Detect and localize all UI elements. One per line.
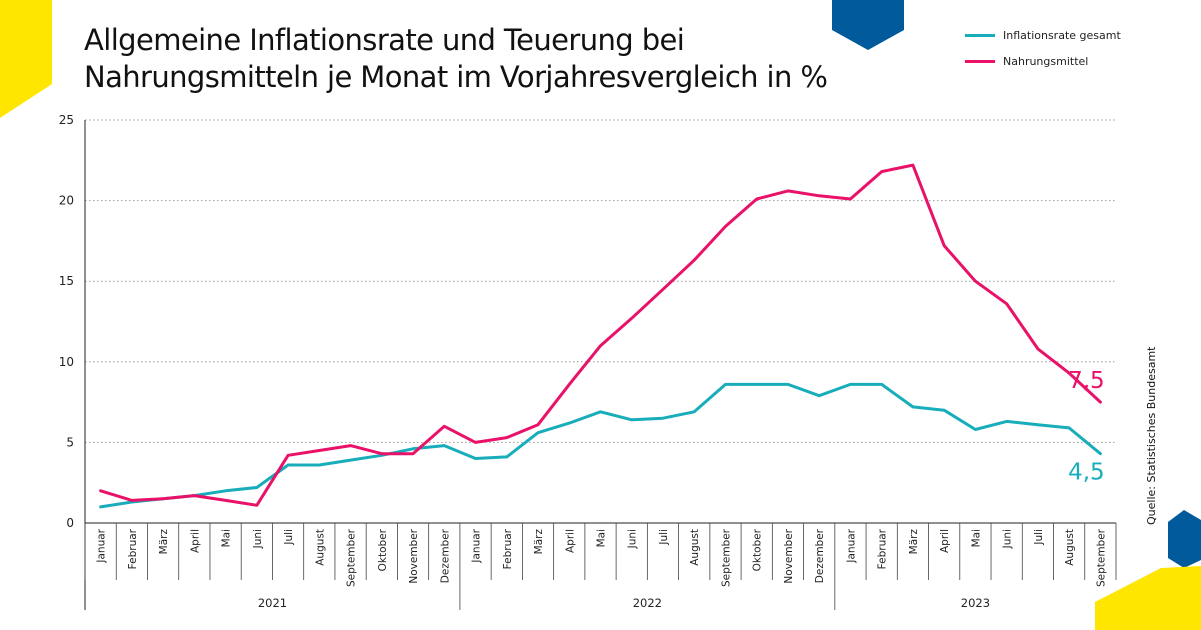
month-label: Januar [96,528,108,563]
month-label: Oktober [752,528,764,571]
y-tick-label: 25 [59,113,74,127]
blue-shape-top [832,0,904,50]
source-note: Quelle: Statistisches Bundesamt [1145,346,1158,525]
month-label: Februar [502,528,514,569]
month-label: November [408,528,420,583]
month-label: Juli [283,529,295,546]
month-label: Januar [845,528,857,563]
month-label: August [314,529,326,566]
month-label: September [720,528,732,587]
month-label: Februar [877,528,889,569]
legend-item-inflation: Inflationsrate gesamt [965,22,1121,48]
month-label: Januar [471,528,483,563]
y-tick-label: 5 [66,435,74,449]
month-label: Mai [596,529,608,547]
month-label: Juni [252,529,264,549]
legend-swatch-food [965,59,995,63]
month-label: März [908,529,920,555]
legend-swatch-inflation [965,33,995,37]
month-label: Dezember [814,528,826,583]
year-label: 2021 [258,596,287,610]
month-label: April [939,529,951,553]
month-label: Juli [658,529,670,546]
month-label: April [564,529,576,553]
month-label: April [189,529,201,553]
month-label: Dezember [439,528,451,583]
month-label: September [346,528,358,587]
chart-title: Allgemeine Inflationsrate und Teuerung b… [84,23,828,94]
legend-label-food: Nahrungsmittel [1003,54,1089,68]
month-label: Juli [1033,529,1045,546]
month-label: März [158,529,170,555]
yellow-corner-top-left [0,0,52,118]
end-value-label-food: 7,5 [1068,368,1105,394]
blue-hexagon-right [1168,510,1201,568]
y-tick-label: 15 [59,274,74,288]
yellow-corner-bottom-right [1095,566,1201,630]
month-label: Februar [127,528,139,569]
month-label: November [783,528,795,583]
month-label: August [689,529,701,566]
series-line-food [99,163,1102,507]
month-label: August [1064,529,1076,566]
y-tick-label: 20 [59,194,74,208]
year-label: 2023 [961,596,990,610]
month-label: Mai [221,529,233,547]
y-tick-label: 10 [59,355,74,369]
legend: Inflationsrate gesamt Nahrungsmittel [965,22,1121,74]
year-label: 2022 [633,596,662,610]
end-value-label-inflation: 4,5 [1068,460,1105,486]
series-line-inflation [99,382,1102,509]
legend-item-food: Nahrungsmittel [965,48,1121,74]
month-label: Juni [627,529,639,549]
y-tick-label: 0 [66,516,74,530]
legend-label-inflation: Inflationsrate gesamt [1003,28,1121,42]
month-label: Oktober [377,528,389,571]
month-label: Mai [970,529,982,547]
month-label: Juni [1002,529,1014,549]
month-label: März [533,529,545,555]
